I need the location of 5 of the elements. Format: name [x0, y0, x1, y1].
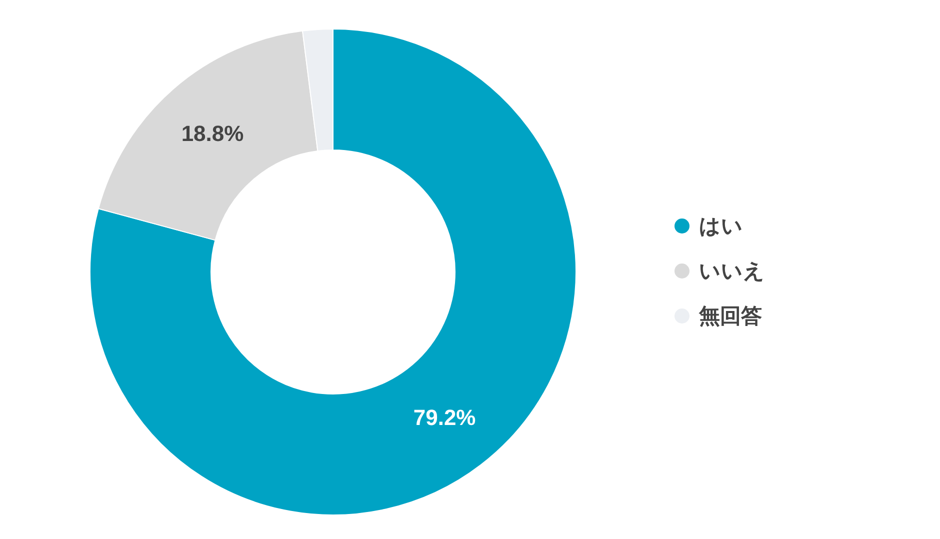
- legend-label: 無回答: [698, 304, 762, 328]
- legend-label: いいえ: [699, 259, 765, 283]
- data-label: 18.8%: [181, 121, 244, 146]
- legend-label: はい: [699, 214, 743, 238]
- data-label: 79.2%: [413, 405, 476, 430]
